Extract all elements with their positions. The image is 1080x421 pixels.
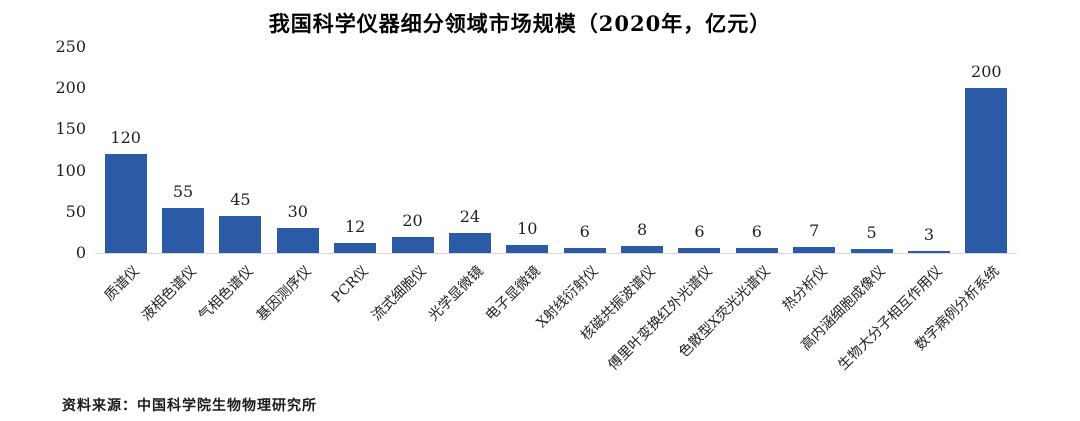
bar (276, 228, 319, 253)
bar (104, 154, 147, 253)
bar-value-label: 12 (345, 217, 366, 237)
bar (448, 233, 491, 253)
y-axis-tick-label: 200 (55, 78, 86, 98)
bar (391, 236, 434, 253)
bar-value-label: 10 (517, 218, 538, 238)
y-axis-tick-label: 50 (65, 201, 86, 221)
bar (219, 215, 262, 253)
bar-value-label: 30 (287, 202, 308, 222)
bar-value-label: 7 (809, 221, 820, 241)
bar-value-label: 20 (402, 210, 423, 230)
y-axis-tick-label: 100 (55, 160, 86, 180)
bar (563, 248, 606, 253)
bar (621, 246, 664, 253)
bar-value-label: 24 (459, 207, 481, 227)
bar (334, 243, 377, 253)
bar (793, 247, 836, 253)
bar (162, 207, 205, 253)
bar-value-label: 8 (636, 220, 648, 240)
bar-value-label: 3 (923, 224, 935, 244)
bar-value-label: 6 (579, 222, 590, 242)
bar (907, 250, 950, 253)
x-axis-line (95, 253, 1017, 254)
bar-value-label: 200 (971, 62, 1002, 82)
y-axis-tick-label: 250 (55, 37, 86, 56)
bar-value-label: 45 (230, 189, 251, 209)
chart-title: 我国科学仪器细分领域市场规模（2020年，亿元） (268, 11, 772, 36)
bar-value-label: 120 (110, 128, 141, 148)
y-axis-tick-label: 150 (55, 119, 86, 139)
y-axis-tick-label: 0 (75, 243, 86, 262)
bar (850, 248, 893, 253)
bar (506, 244, 549, 253)
bar-value-label: 55 (172, 181, 194, 201)
bar-value-label: 5 (866, 222, 877, 242)
source-note: 资料来源：中国科学院生物物理研究所 (62, 398, 317, 414)
bar-value-label: 6 (751, 222, 762, 242)
bar-value-label: 6 (694, 222, 705, 242)
bar (735, 248, 778, 253)
bar (678, 248, 721, 253)
bar (965, 88, 1008, 253)
